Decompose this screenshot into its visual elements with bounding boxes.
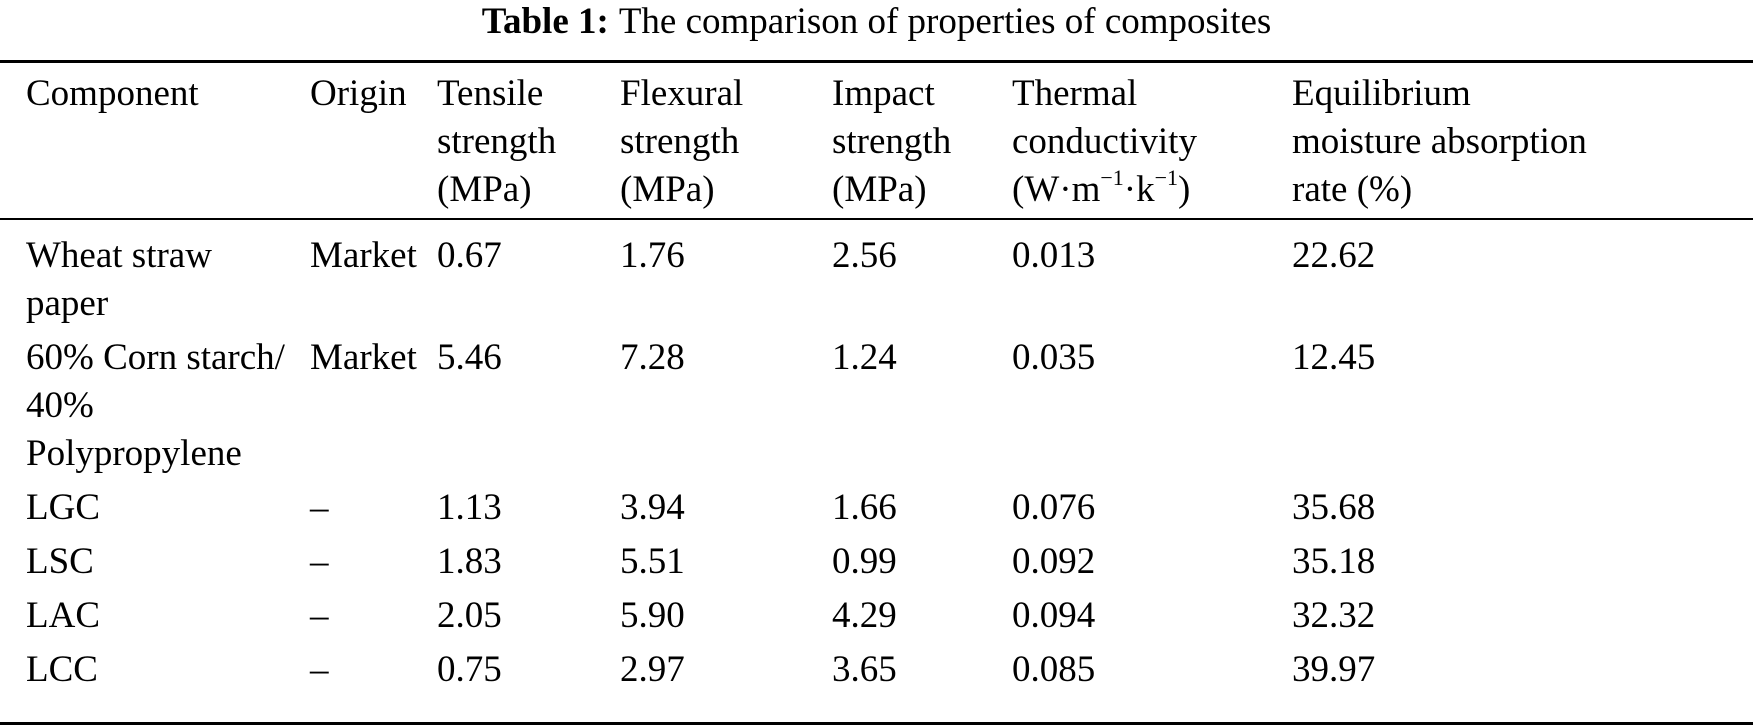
table-header-rule [0,218,1753,220]
cell-moisture-absorption: 12.45 [1292,337,1376,378]
cell-origin: – [310,649,329,690]
component-line: LCC [26,649,98,690]
header-line: Flexural [620,73,744,114]
cell-tensile-strength: 2.05 [437,595,502,636]
header-line: Impact [832,73,935,114]
header-line: (MPa) [620,169,715,210]
cell-origin: Market [310,235,417,276]
component-line: LAC [26,595,100,636]
cell-moisture-absorption: 35.18 [1292,541,1376,582]
unit-end: ) [1178,169,1191,210]
cell-tensile-strength: 1.83 [437,541,502,582]
header-line: Equilibrium [1292,73,1471,114]
cell-origin: – [310,541,329,582]
cell-tensile-strength: 0.75 [437,649,502,690]
component-line: Wheat straw [26,235,212,276]
column-header-tensile-strength: Tensile strength (MPa) [437,70,620,218]
header-line: rate (%) [1292,169,1413,210]
cell-impact-strength: 1.66 [832,487,897,528]
cell-impact-strength: 1.24 [832,337,897,378]
cell-thermal-conductivity: 0.092 [1012,541,1096,582]
table-row: LCC – 0.75 2.97 3.65 0.085 39.97 [0,640,1753,694]
cell-impact-strength: 3.65 [832,649,897,690]
unit-base: (W·m [1012,169,1101,210]
cell-origin: – [310,487,329,528]
cell-impact-strength: 0.99 [832,541,897,582]
cell-flexural-strength: 3.94 [620,487,685,528]
table-row: LAC – 2.05 5.90 4.29 0.094 32.32 [0,586,1753,640]
cell-component: LAC [0,586,310,640]
header-line: Component [26,73,199,114]
cell-component: LGC [0,478,310,532]
cell-component: LSC [0,532,310,586]
table-top-rule [0,60,1753,63]
properties-table: Component Origin Tensile strength (MPa) … [0,70,1753,694]
header-line: strength [832,121,952,162]
unit-exponent: −1 [1100,165,1124,190]
column-header-thermal-conductivity: Thermal conductivity (W·m−1·k−1) [1012,70,1292,218]
column-header-component: Component [0,70,310,218]
header-line: strength [437,121,557,162]
cell-component: LCC [0,640,310,694]
table-row: LGC – 1.13 3.94 1.66 0.076 35.68 [0,478,1753,532]
column-header-impact-strength: Impact strength (MPa) [832,70,1012,218]
cell-flexural-strength: 5.90 [620,595,685,636]
component-line: 40% [26,385,94,426]
cell-component: Wheat straw paper [0,218,310,328]
cell-thermal-conductivity: 0.094 [1012,595,1096,636]
cell-tensile-strength: 5.46 [437,337,502,378]
cell-moisture-absorption: 35.68 [1292,487,1376,528]
column-header-flexural-strength: Flexural strength (MPa) [620,70,832,218]
cell-origin: Market [310,337,417,378]
component-line: LSC [26,541,94,582]
table-body: Wheat straw paper Market 0.67 1.76 2.56 0.013 2… [0,218,1753,694]
unit-exponent: −1 [1154,165,1179,190]
cell-flexural-strength: 2.97 [620,649,685,690]
cell-impact-strength: 4.29 [832,595,897,636]
column-header-moisture-absorption: Equilibrium moisture absorption rate (%) [1292,70,1753,218]
table-caption-label: Table 1: [481,1,609,42]
table-header-row: Component Origin Tensile strength (MPa) … [0,70,1753,218]
cell-origin: – [310,595,329,636]
cell-flexural-strength: 5.51 [620,541,685,582]
cell-moisture-absorption: 39.97 [1292,649,1376,690]
table-caption-text: The comparison of properties of composit… [618,1,1272,42]
cell-thermal-conductivity: 0.085 [1012,649,1096,690]
component-line: Polypropylene [26,433,242,474]
header-line: (MPa) [832,169,927,210]
header-line: Tensile [437,73,544,114]
cell-flexural-strength: 1.76 [620,235,685,276]
cell-thermal-conductivity: 0.035 [1012,337,1096,378]
header-unit-line: (W·m−1·k−1) [1012,166,1292,214]
component-line: 60% Corn starch/ [26,337,285,378]
cell-tensile-strength: 1.13 [437,487,502,528]
cell-moisture-absorption: 32.32 [1292,595,1376,636]
component-line: LGC [26,487,100,528]
header-line: Origin [310,73,407,114]
cell-thermal-conductivity: 0.076 [1012,487,1096,528]
header-line: Thermal [1012,73,1138,114]
cell-impact-strength: 2.56 [832,235,897,276]
cell-thermal-conductivity: 0.013 [1012,235,1096,276]
table-row: 60% Corn starch/40% Polypropylene Market 5.… [0,328,1753,478]
cell-moisture-absorption: 22.62 [1292,235,1376,276]
cell-tensile-strength: 0.67 [437,235,502,276]
unit-mid: ·k [1123,169,1155,210]
table-bottom-rule [0,722,1753,725]
header-line: conductivity [1012,121,1197,162]
table-row: LSC – 1.83 5.51 0.99 0.092 35.18 [0,532,1753,586]
cell-component: 60% Corn starch/40% Polypropylene [0,328,310,478]
header-line: strength [620,121,740,162]
table-caption: Table 1: The comparison of properties of … [0,2,1753,42]
cell-flexural-strength: 7.28 [620,337,685,378]
header-line: moisture absorption [1292,121,1587,162]
table-row: Wheat straw paper Market 0.67 1.76 2.56 0.013 2… [0,218,1753,328]
column-header-origin: Origin [310,70,437,218]
component-line: paper [26,283,109,324]
header-line: (MPa) [437,169,532,210]
